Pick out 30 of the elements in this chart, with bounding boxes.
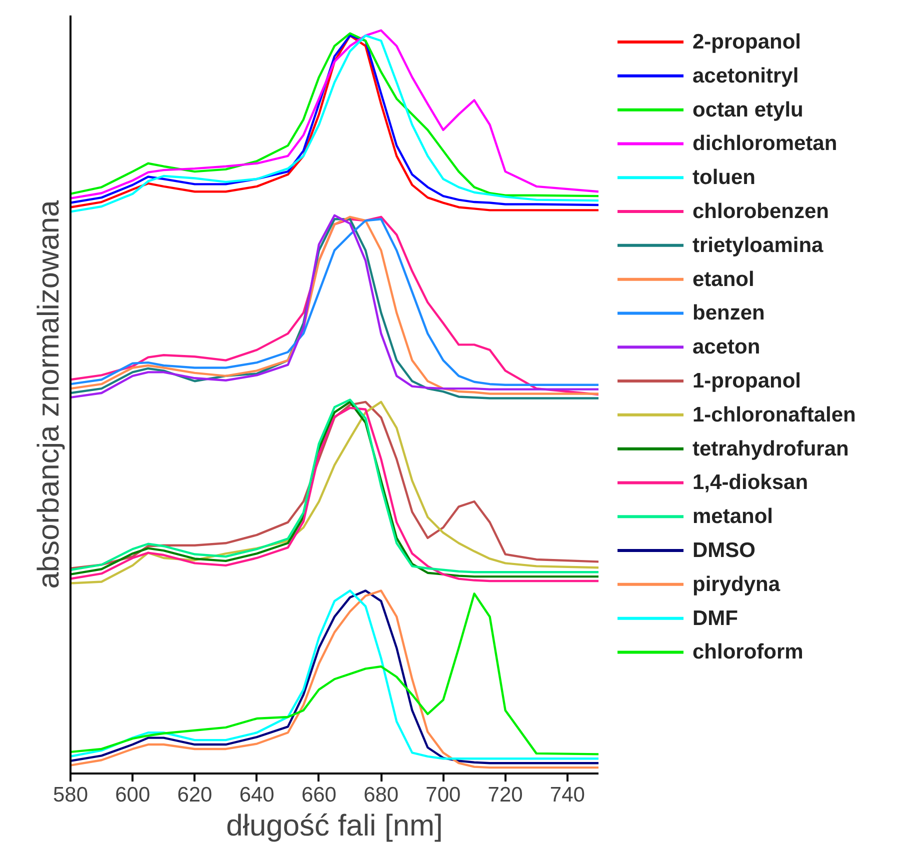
legend-label: octan etylu xyxy=(692,98,804,122)
legend-label: 1-chloronaftalen xyxy=(692,403,856,426)
legend-label: acetonitryl xyxy=(692,64,799,88)
x-tick-label: 700 xyxy=(426,784,461,806)
x-tick-label: 640 xyxy=(239,784,274,806)
x-tick-label: 600 xyxy=(115,784,150,806)
legend-label: toluen xyxy=(692,166,756,190)
x-tick-label: 740 xyxy=(550,784,585,806)
legend-label: benzen xyxy=(692,302,765,325)
legend-label: 2-propanol xyxy=(692,30,801,54)
legend-label: chlorobenzen xyxy=(692,200,830,224)
legend-label: trietyloamina xyxy=(692,234,824,257)
legend-label: DMF xyxy=(692,606,738,630)
x-tick-label: 620 xyxy=(177,784,212,806)
x-tick-label: 580 xyxy=(52,784,88,806)
legend-label: metanol xyxy=(692,505,774,528)
legend-label: dichlorometan xyxy=(692,132,838,156)
legend-label: tetrahydrofuran xyxy=(692,437,849,460)
legend-label: etanol xyxy=(692,268,754,291)
legend-label: pirydyna xyxy=(692,572,780,596)
x-axis-title: długość fali [nm] xyxy=(226,810,443,842)
legend-label: chloroform xyxy=(692,640,804,664)
legend-label: 1,4-dioksan xyxy=(692,471,808,494)
x-tick-label: 660 xyxy=(301,784,336,806)
y-axis-title: absorbancja znormalizowana xyxy=(32,200,66,589)
legend-label: 1-propanol xyxy=(692,370,801,393)
legend-label: aceton xyxy=(692,336,760,359)
legend-label: DMSO xyxy=(692,539,756,562)
x-tick-label: 680 xyxy=(364,784,399,806)
x-tick-label: 720 xyxy=(488,784,523,806)
